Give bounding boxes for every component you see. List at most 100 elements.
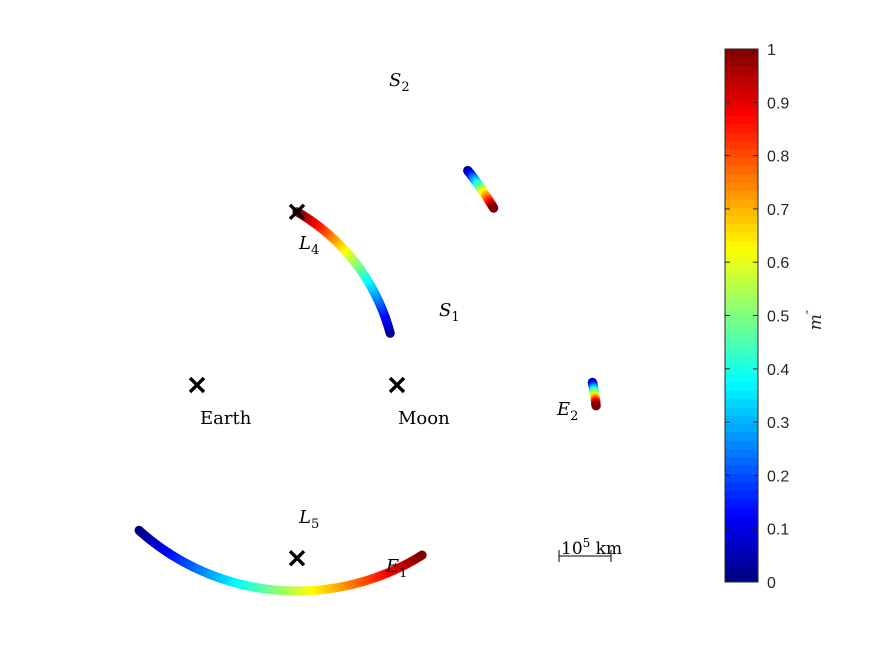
colorbar-segment [725,482,758,491]
colorbar-segment [725,523,758,533]
colorbar-segment [725,207,758,216]
label-s1: S1 [439,300,460,325]
trajectory-s2 [463,165,499,213]
colorbar-segment [725,298,758,308]
label-e1: E1 [385,556,407,581]
colorbar-segment [725,415,758,425]
colorbar-segment [725,57,758,67]
colorbar-segment [725,257,758,266]
colorbar-segment [725,115,758,125]
colorbar-segment [725,365,758,375]
marker-l4 [288,203,306,221]
colorbar-segment [725,140,758,150]
colorbar-tick-label: 0.2 [767,468,789,485]
colorbar-segment [725,540,758,550]
colorbar-segment [725,265,758,275]
colorbar-segment [725,82,758,92]
colorbar-segment [725,457,758,466]
colorbar-segment [725,290,758,300]
colorbar-tick-label: 0.5 [767,309,789,326]
colorbar-segment [725,123,758,133]
colorbar-segment [725,157,758,166]
colorbar-segment [725,148,758,158]
colorbar-tick-label: 0.4 [767,362,789,379]
colorbar-segment [725,65,758,75]
colorbar-tick-label: 1 [767,42,776,59]
label-layer: Earth Moon L4 L5 S1 S2 E1 E2 [200,70,578,581]
label-moon: Moon [398,408,450,429]
marker-l5 [288,549,306,567]
scale-bar-label: 105 km [561,536,622,559]
colorbar-segment [725,182,758,191]
label-l4: L4 [298,233,319,258]
colorbar-segment [725,323,758,333]
colorbar-segment [725,515,758,525]
scale-bar: 105 km [558,536,622,562]
colorbar-segment [725,390,758,400]
colorbar-segment [725,507,758,516]
colorbar-segment [725,240,758,250]
colorbar-segment [725,173,758,183]
colorbar-segment [725,548,758,558]
colorbar-segment [725,498,758,508]
label-l5: L5 [298,507,319,532]
trajectory-point [591,401,601,411]
colorbar-segment [725,73,758,83]
label-e2: E2 [556,399,578,424]
colorbar-segment [725,573,758,583]
colorbar-segment [725,232,758,241]
colorbar-segment [725,407,758,416]
colorbar-tick-label: 0.1 [767,522,789,539]
colorbar-segment [725,357,758,366]
label-earth: Earth [200,408,252,429]
colorbar-segment [725,315,758,325]
trajectory-e2 [587,377,601,411]
colorbar-segment [725,215,758,225]
colorbar-segment [725,132,758,142]
colorbar-segment [725,557,758,566]
colorbar-segment [725,98,758,108]
colorbar-segment [725,90,758,100]
trajectory-e1 [134,525,427,596]
colorbar-segment [725,565,758,575]
marker-moon [388,376,406,394]
colorbar-tick-label: 0.7 [767,202,789,219]
colorbar-segment [725,423,758,433]
colorbar-segment [725,440,758,450]
colorbar-tick-label: 0.9 [767,95,789,112]
trajectory-layer [134,165,601,596]
colorbar-segment [725,465,758,475]
colorbar-segment [725,432,758,441]
colorbar-segment [725,348,758,358]
point-layer [188,203,406,567]
colorbar-tick-label: 0.3 [767,415,789,432]
colorbar-segment [725,398,758,408]
marker-earth [188,376,206,394]
colorbar-label: m″ [804,309,826,330]
colorbar-segment [725,248,758,258]
colorbar-segment [725,198,758,208]
colorbar-segment [725,190,758,200]
colorbar-segment [725,107,758,117]
colorbar-segment [725,49,758,58]
colorbar-segment [725,373,758,383]
colorbar-segment [725,273,758,283]
colorbar-segment [725,223,758,233]
colorbar-segment [725,490,758,500]
colorbar-segment [725,532,758,541]
colorbar-tick-label: 0.8 [767,149,789,166]
trajectory-point [417,550,427,560]
colorbar-segment [725,307,758,316]
colorbar-segment [725,165,758,175]
colorbar-segment [725,282,758,291]
colorbar-segment [725,340,758,350]
colorbar-segment [725,382,758,391]
trajectory-point [489,203,499,213]
colorbar-tick-label: 0.6 [767,255,789,272]
trajectory-s1 [292,207,395,338]
label-s2: S2 [389,70,410,95]
colorbar: 0 0.1 0.2 0.3 0.4 0.5 0.6 0.7 0.8 0.9 1 m″ [724,42,826,592]
colorbar-segment [725,332,758,341]
colorbar-segment [725,448,758,458]
